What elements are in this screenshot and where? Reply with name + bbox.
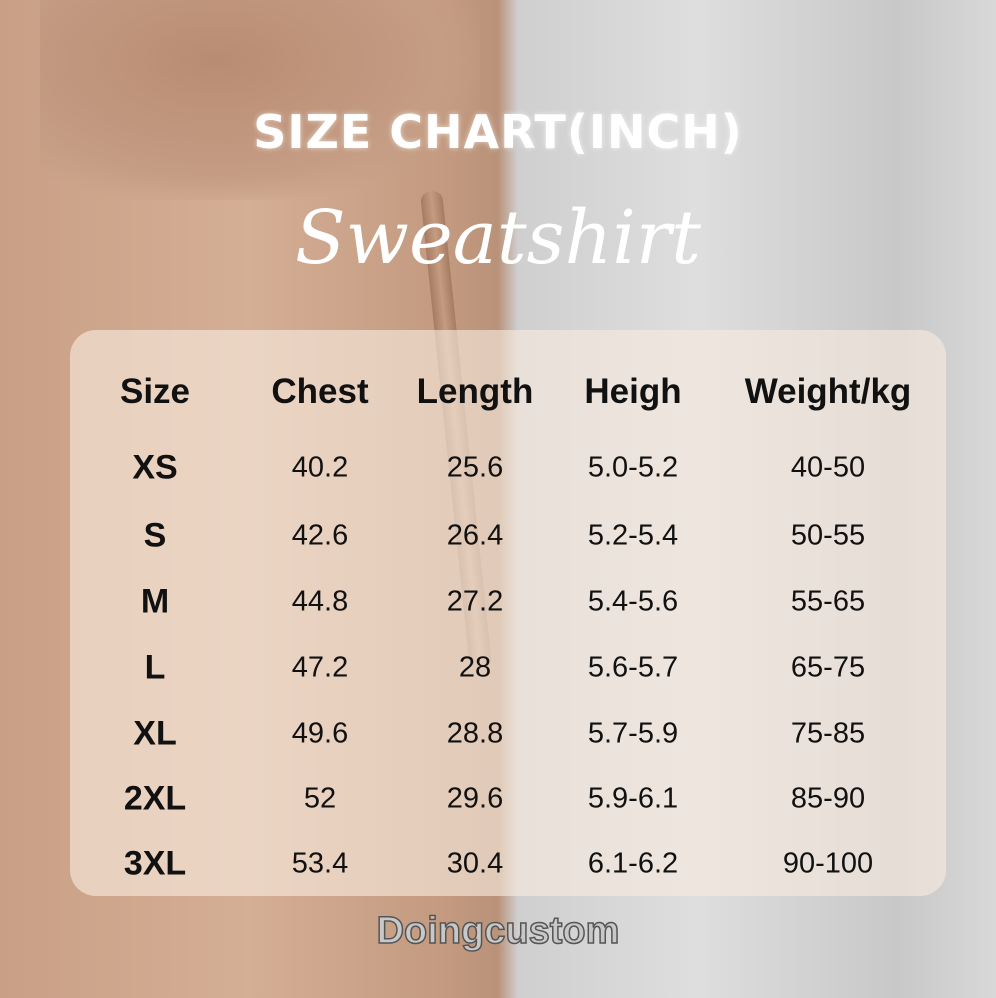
cell-weight: 90-100 bbox=[782, 847, 874, 880]
cell-length: 27.2 bbox=[446, 585, 504, 618]
cell-chest: 40.2 bbox=[291, 451, 349, 484]
cell-size: M bbox=[140, 582, 170, 621]
cell-chest: 47.2 bbox=[291, 651, 349, 684]
product-subtitle: Sweatshirt bbox=[294, 195, 702, 281]
cell-length: 28.8 bbox=[446, 717, 504, 750]
cell-weight: 75-85 bbox=[790, 717, 866, 750]
cell-chest: 42.6 bbox=[291, 519, 349, 552]
cell-size: 3XL bbox=[123, 844, 187, 883]
header-chest: Chest bbox=[271, 372, 369, 411]
cell-weight: 50-55 bbox=[790, 519, 866, 552]
cell-chest: 49.6 bbox=[291, 717, 349, 750]
cell-chest: 53.4 bbox=[291, 847, 349, 880]
cell-height: 5.0-5.2 bbox=[587, 451, 679, 484]
cell-size: S bbox=[143, 516, 167, 555]
cell-length: 28 bbox=[458, 651, 492, 684]
header-height: Heigh bbox=[584, 372, 682, 411]
cell-size: XL bbox=[133, 714, 177, 753]
chart-title: SIZE CHART(INCH) bbox=[253, 105, 743, 159]
size-table-panel bbox=[70, 330, 946, 896]
cell-chest: 44.8 bbox=[291, 585, 349, 618]
cell-size: 2XL bbox=[123, 779, 187, 818]
cell-length: 30.4 bbox=[446, 847, 504, 880]
cell-height: 5.6-5.7 bbox=[587, 651, 679, 684]
brand-watermark: Doingcustom bbox=[376, 909, 620, 953]
cell-size: XS bbox=[132, 448, 178, 487]
cell-weight: 65-75 bbox=[790, 651, 866, 684]
hood-shape bbox=[40, 0, 480, 200]
cell-height: 6.1-6.2 bbox=[587, 847, 679, 880]
header-length: Length bbox=[416, 372, 534, 411]
cell-height: 5.4-5.6 bbox=[587, 585, 679, 618]
cell-weight: 55-65 bbox=[790, 585, 866, 618]
cell-weight: 85-90 bbox=[790, 782, 866, 815]
cell-weight: 40-50 bbox=[790, 451, 866, 484]
cell-height: 5.9-6.1 bbox=[587, 782, 679, 815]
cell-length: 25.6 bbox=[446, 451, 504, 484]
cell-length: 29.6 bbox=[446, 782, 504, 815]
cell-height: 5.2-5.4 bbox=[587, 519, 679, 552]
cell-size: L bbox=[144, 648, 166, 687]
header-weight: Weight/kg bbox=[744, 372, 912, 411]
cell-chest: 52 bbox=[303, 782, 337, 815]
cell-height: 5.7-5.9 bbox=[587, 717, 679, 750]
header-size: Size bbox=[119, 372, 191, 411]
cell-length: 26.4 bbox=[446, 519, 504, 552]
